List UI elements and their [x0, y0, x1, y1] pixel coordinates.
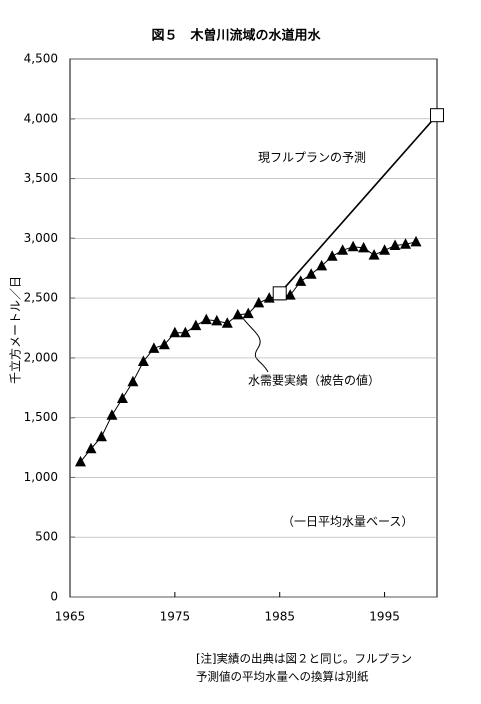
y-tick-label: 2,500 [24, 291, 58, 305]
x-tick-label: 1975 [160, 610, 191, 624]
marker [148, 342, 160, 353]
y-tick-label: 4,500 [24, 52, 58, 66]
y-axis-label: 千立方メートル／日 [8, 276, 23, 384]
marker [200, 313, 212, 325]
marker [242, 307, 254, 319]
y-tick-label: 500 [35, 530, 58, 544]
marker [127, 375, 139, 387]
marker [305, 268, 317, 279]
marker [400, 238, 412, 249]
note: [注]実績の出典は図２と同じ。フルプラン [196, 652, 412, 666]
marker [410, 235, 422, 247]
annotation: （一日平均水量ベース） [282, 515, 413, 529]
series-label: 水需要実績（被告の値） [248, 373, 380, 388]
marker [211, 314, 223, 326]
marker [95, 430, 107, 442]
marker [74, 455, 86, 467]
y-tick-label: 0 [50, 590, 58, 604]
marker [158, 338, 170, 350]
y-tick-label: 2,000 [24, 350, 58, 364]
series-line [279, 114, 438, 294]
chart-title: 図５ 木曽川流域の水道用水 [151, 28, 321, 44]
x-tick-label: 1995 [369, 610, 400, 624]
leader-line [239, 313, 269, 373]
marker [284, 289, 296, 300]
marker [316, 259, 328, 271]
marker [169, 326, 181, 338]
marker [430, 108, 444, 123]
marker [106, 409, 118, 420]
marker [232, 308, 244, 320]
x-tick-label: 1965 [55, 610, 86, 624]
y-tick-label: 1,500 [24, 410, 58, 424]
marker [379, 244, 391, 255]
marker [179, 326, 191, 338]
y-tick-label: 3,500 [24, 171, 58, 185]
marker [272, 286, 287, 301]
series-label: 現フルプランの予測 [258, 151, 366, 165]
marker [253, 296, 265, 308]
y-tick-label: 4,000 [24, 111, 58, 125]
marker [295, 275, 307, 286]
marker [337, 244, 349, 255]
series-line [80, 241, 417, 463]
marker [221, 317, 233, 328]
y-tick-label: 3,000 [24, 231, 58, 245]
marker [358, 241, 370, 253]
marker [85, 442, 97, 454]
marker [347, 240, 359, 252]
marker [326, 250, 338, 261]
marker [116, 392, 128, 404]
marker [137, 355, 149, 366]
marker [368, 249, 380, 260]
marker [190, 319, 202, 331]
marker [263, 292, 275, 303]
marker [389, 239, 401, 251]
note: 予測値の平均水量への換算は別紙 [196, 670, 369, 684]
x-tick-label: 1985 [264, 610, 295, 624]
y-tick-label: 1,000 [24, 470, 58, 484]
